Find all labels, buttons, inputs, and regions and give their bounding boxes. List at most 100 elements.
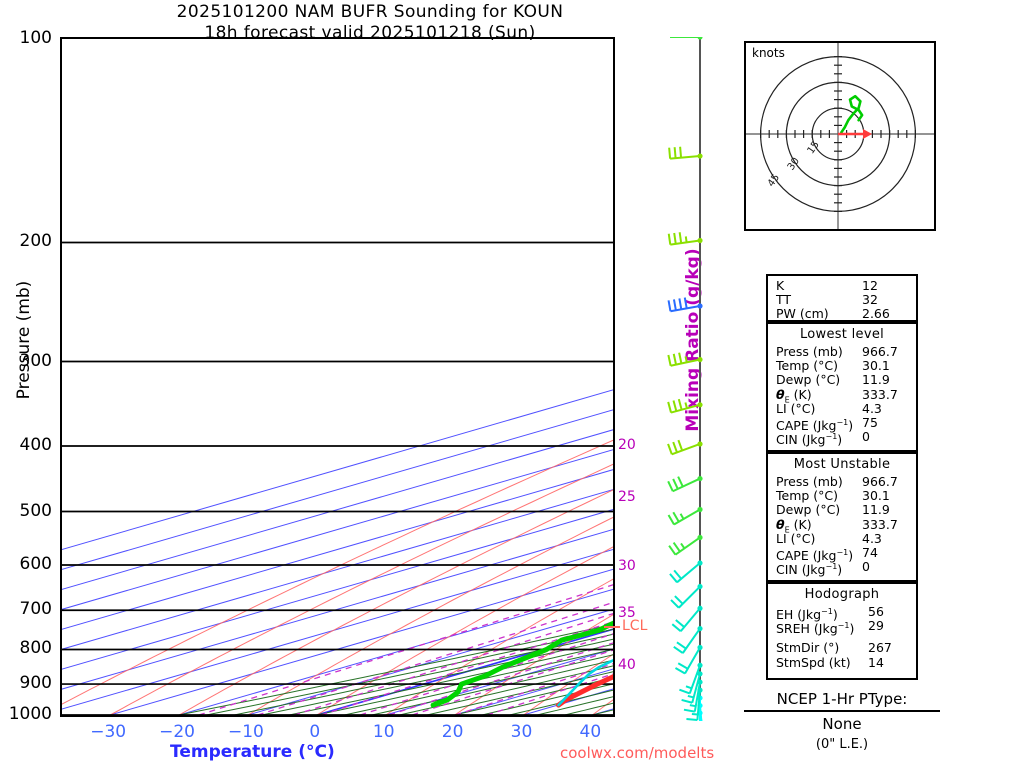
- param-value: 4.3: [862, 400, 882, 416]
- param-value: 56: [868, 604, 884, 619]
- param-value: 75: [862, 414, 878, 430]
- param-key: PW (cm): [776, 306, 829, 322]
- param-value: 333.7: [862, 516, 898, 532]
- param-value: 30.1: [862, 358, 890, 374]
- most-unstable-rows: Press (mb) 966.7 Temp (°C) 30.1 Dewp (°C) 11.…: [768, 472, 916, 577]
- watermark: coolwx.com/modelts: [560, 744, 715, 762]
- param-value: 74: [862, 544, 878, 560]
- param-value: 267: [868, 640, 892, 656]
- svg-text:30: 30: [786, 156, 802, 173]
- temperature-tick--30: −30: [90, 722, 127, 742]
- hodograph-params-rows: EH (Jkg−1) 56 SREH (Jkg−1) 29 StmDir (°) 267 S…: [768, 602, 916, 670]
- param-key: Press (mb): [776, 344, 843, 359]
- pressure-tick-700: 700: [19, 599, 52, 620]
- most-unstable-title: Most Unstable: [793, 457, 891, 472]
- lcl-tick-marker: [604, 626, 620, 628]
- pressure-tick-300: 300: [19, 350, 52, 371]
- param-row: CAPE (Jkg−1) 75: [776, 414, 916, 434]
- ptype-liquid-equivalent: (0" L.E.): [815, 737, 869, 752]
- param-row: LI (°C) 4.3: [776, 530, 916, 546]
- lcl-label: LCL: [622, 618, 648, 634]
- hodograph-panel[interactable]: 15 30 45: [744, 41, 936, 231]
- param-value: 966.7: [862, 344, 898, 359]
- svg-text:15: 15: [806, 139, 822, 156]
- pressure-tick-1000: 1000: [8, 704, 52, 724]
- param-key: LI (°C): [776, 530, 816, 546]
- sounding-title-line1: 2025101200 NAM BUFR Sounding for KOUN: [176, 2, 564, 22]
- param-value: 333.7: [862, 386, 898, 402]
- param-row: Dewp (°C) 11.9: [776, 503, 916, 517]
- param-row: StmSpd (kt) 14: [776, 654, 916, 670]
- param-row: PW (cm) 2.66: [776, 307, 916, 321]
- pressure-axis-title: Pressure (mb): [14, 280, 34, 400]
- param-key: CIN (Jkg−1): [776, 432, 843, 448]
- param-row: Temp (°C) 30.1: [776, 358, 916, 374]
- pressure-tick-400: 400: [19, 434, 52, 455]
- param-value: 30.1: [862, 488, 890, 504]
- param-key: SREH (Jkg−1): [776, 621, 855, 637]
- param-value: 4.3: [862, 530, 882, 546]
- param-key: CAPE (Jkg−1): [776, 417, 854, 434]
- most-unstable-panel: Most Unstable Press (mb) 966.7 Temp (°C) 30…: [766, 452, 918, 582]
- mixing-axis-tick-25: 25: [618, 489, 636, 505]
- param-key: K: [776, 278, 785, 293]
- skewt-diagram: [62, 241, 613, 715]
- skewt-plot-frame[interactable]: [60, 37, 615, 717]
- param-value: 2.66: [862, 306, 890, 322]
- svg-text:45: 45: [766, 172, 782, 189]
- param-key: θE (K): [776, 386, 812, 405]
- param-row: Press (mb) 966.7: [776, 474, 916, 489]
- param-key: Temp (°C): [776, 358, 839, 374]
- param-value: 29: [868, 618, 884, 634]
- lowest-level-rows: Press (mb) 966.7 Temp (°C) 30.1 Dewp (°C) 11.…: [768, 342, 916, 448]
- mixing-axis-tick-40: 40: [618, 657, 636, 673]
- param-key: θE (K): [776, 516, 812, 535]
- lowest-level-title: Lowest level: [799, 327, 885, 342]
- hodograph-params-title: Hodograph: [804, 587, 880, 602]
- temperature-axis-title: Temperature (°C): [170, 742, 335, 762]
- param-value: 12: [862, 278, 878, 293]
- temperature-tick-40: 40: [579, 722, 602, 742]
- param-row: K 12: [776, 278, 916, 293]
- mixing-axis-tick-30: 30: [618, 558, 636, 574]
- temperature-tick--20: −20: [159, 722, 196, 742]
- param-row: Temp (°C) 30.1: [776, 488, 916, 504]
- pressure-tick-900: 900: [19, 673, 52, 694]
- param-value: 14: [868, 654, 884, 670]
- param-row: CIN (Jkg−1) 0: [776, 429, 916, 448]
- ptype-heading: NCEP 1-Hr PType:: [744, 690, 940, 712]
- temperature-tick-30: 30: [510, 722, 533, 742]
- param-row: CAPE (Jkg−1) 74: [776, 544, 916, 564]
- param-key: CAPE (Jkg−1): [776, 547, 854, 564]
- param-row: StmDir (°) 267: [776, 641, 916, 655]
- param-key: TT: [776, 292, 792, 308]
- param-row: Dewp (°C) 11.9: [776, 373, 916, 387]
- param-value: 11.9: [862, 372, 890, 388]
- param-key: LI (°C): [776, 400, 816, 416]
- mixing-axis-tick-20: 20: [618, 437, 636, 453]
- hodograph-units-label: knots: [752, 46, 785, 60]
- param-row: θE (K) 333.7: [776, 516, 916, 534]
- temperature-tick--10: −10: [228, 722, 264, 742]
- param-row: Press (mb) 966.7: [776, 344, 916, 359]
- stability-indices-panel: K 12 TT 32 PW (cm) 2.66: [766, 274, 918, 322]
- param-value: 32: [862, 292, 878, 308]
- temperature-tick-0: 0: [309, 722, 321, 742]
- param-row: θE (K) 333.7: [776, 386, 916, 404]
- param-row: TT 32: [776, 292, 916, 308]
- pressure-tick-200: 200: [19, 231, 52, 252]
- param-key: StmDir (°): [776, 640, 840, 656]
- stability-indices-rows: K 12 TT 32 PW (cm) 2.66: [768, 276, 916, 322]
- param-key: Temp (°C): [776, 488, 839, 504]
- param-key: Press (mb): [776, 474, 843, 489]
- param-row: SREH (Jkg−1) 29: [776, 618, 916, 637]
- pressure-tick-800: 800: [19, 638, 52, 659]
- param-row: LI (°C) 4.3: [776, 400, 916, 416]
- param-value: 11.9: [862, 502, 890, 518]
- lowest-level-panel: Lowest level Press (mb) 966.7 Temp (°C) 30.…: [766, 322, 918, 452]
- param-key: Dewp (°C): [776, 372, 841, 388]
- param-value: 966.7: [862, 474, 898, 489]
- param-row: EH (Jkg−1) 56: [776, 604, 916, 622]
- param-value: 0: [862, 559, 870, 575]
